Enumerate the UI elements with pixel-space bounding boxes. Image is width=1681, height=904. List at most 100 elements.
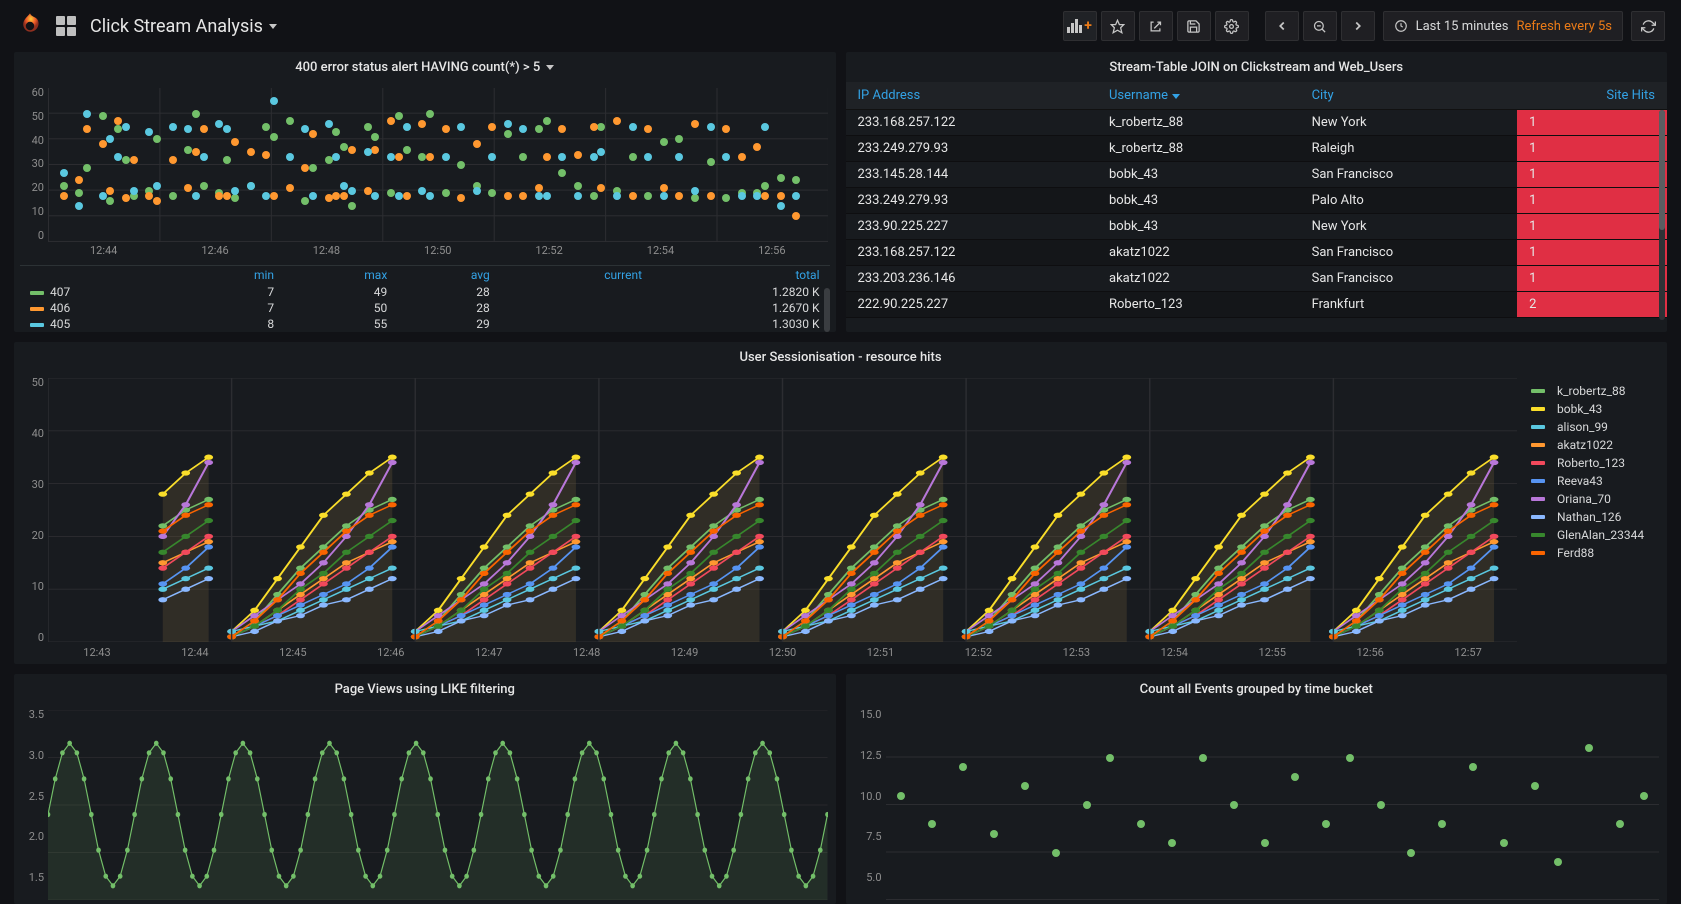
table-row[interactable]: 233.168.257.122akatz1022San Francisco1 <box>846 240 1668 266</box>
table-cell: 233.203.236.146 <box>846 266 1098 292</box>
legend-item[interactable]: Reeva43 <box>1531 474 1661 488</box>
legend-row[interactable]: 406750281.2670 K <box>20 300 830 316</box>
refresh-icon <box>1641 19 1656 34</box>
table-cell: bobk_43 <box>1097 162 1300 188</box>
grafana-logo[interactable] <box>16 12 44 40</box>
line-plot[interactable] <box>48 710 828 900</box>
table-cell: 1 <box>1517 240 1667 266</box>
panel-title[interactable]: User Sessionisation - resource hits <box>14 342 1667 372</box>
legend-item[interactable]: akatz1022 <box>1531 438 1661 452</box>
time-nav <box>1265 11 1375 41</box>
table-row[interactable]: 233.203.236.146akatz1022San Francisco1 <box>846 266 1668 292</box>
table-cell: k_robertz_88 <box>1097 136 1300 162</box>
panel-title[interactable]: Stream-Table JOIN on Clickstream and Web… <box>846 52 1668 82</box>
data-point <box>1322 820 1330 828</box>
data-point <box>777 192 785 200</box>
data-point <box>418 153 426 161</box>
table-row[interactable]: 233.145.28.144bobk_43San Francisco1 <box>846 162 1668 188</box>
data-point <box>122 156 130 164</box>
data-point <box>488 123 496 131</box>
data-point <box>590 153 598 161</box>
panel-title[interactable]: 400 error status alert HAVING count(*) >… <box>14 52 836 82</box>
legend-item[interactable]: Nathan_126 <box>1531 510 1661 524</box>
legend-item[interactable]: Ferd88 <box>1531 546 1661 560</box>
star-button[interactable] <box>1101 11 1135 41</box>
data-point <box>192 148 200 156</box>
data-point <box>418 120 426 128</box>
data-point <box>707 123 715 131</box>
panel-join-table: Stream-Table JOIN on Clickstream and Web… <box>846 52 1668 332</box>
table-cell: akatz1022 <box>1097 240 1300 266</box>
data-point <box>364 123 372 131</box>
column-header[interactable]: Username <box>1097 82 1300 110</box>
table-cell: 233.90.225.227 <box>846 214 1098 240</box>
data-point <box>99 192 107 200</box>
data-point <box>418 187 426 195</box>
table-cell: San Francisco <box>1300 240 1518 266</box>
data-point <box>597 148 605 156</box>
table-row[interactable]: 233.249.279.93k_robertz_88Raleigh1 <box>846 136 1668 162</box>
data-point <box>184 184 192 192</box>
legend-item[interactable]: Roberto_123 <box>1531 456 1661 470</box>
data-point <box>145 192 153 200</box>
data-point <box>364 148 372 156</box>
data-point <box>897 792 905 800</box>
data-point <box>707 158 715 166</box>
share-icon <box>1148 19 1163 34</box>
legend-item[interactable]: k_robertz_88 <box>1531 384 1661 398</box>
table-row[interactable]: 233.249.279.93bobk_43Palo Alto1 <box>846 188 1668 214</box>
time-forward-button[interactable] <box>1341 11 1375 41</box>
share-button[interactable] <box>1139 11 1173 41</box>
legend-item[interactable]: bobk_43 <box>1531 402 1661 416</box>
legend-item[interactable]: alison_99 <box>1531 420 1661 434</box>
chart-area[interactable]: 6050403020100 12:4412:4612:4812:5012:521… <box>14 82 836 262</box>
panel-title[interactable]: Page Views using LIKE filtering <box>14 674 836 704</box>
data-point <box>426 110 434 118</box>
data-point <box>691 194 699 202</box>
scatter-plot[interactable] <box>886 710 1660 900</box>
line-plot[interactable] <box>48 378 1517 642</box>
data-point <box>231 187 239 195</box>
legend-row[interactable]: 405855291.3030 K <box>20 316 830 332</box>
data-point <box>457 194 465 202</box>
column-header[interactable]: Site Hits <box>1517 82 1667 110</box>
data-point <box>1585 744 1593 752</box>
time-range-picker[interactable]: Last 15 minutes Refresh every 5s <box>1383 11 1623 41</box>
data-point <box>722 125 730 133</box>
dashboard-title[interactable]: Click Stream Analysis <box>90 16 277 37</box>
table-cell: 233.168.257.122 <box>846 240 1098 266</box>
data-point <box>691 120 699 128</box>
data-point <box>574 192 582 200</box>
table-cell: 233.249.279.93 <box>846 188 1098 214</box>
column-header[interactable]: City <box>1300 82 1518 110</box>
data-point <box>106 187 114 195</box>
panel-count-events: Count all Events grouped by time bucket … <box>846 674 1668 904</box>
column-header[interactable]: IP Address <box>846 82 1098 110</box>
save-button[interactable] <box>1177 11 1211 41</box>
panel-title[interactable]: Count all Events grouped by time bucket <box>846 674 1668 704</box>
data-point <box>301 197 309 205</box>
table-row[interactable]: 233.90.225.227bobk_43New York1 <box>846 214 1668 240</box>
data-point <box>270 97 278 105</box>
data-point <box>590 123 598 131</box>
data-point <box>60 169 68 177</box>
dashboards-icon[interactable] <box>56 16 76 36</box>
data-point <box>558 125 566 133</box>
table-row[interactable]: 222.90.225.227Roberto_123Frankfurt2 <box>846 292 1668 318</box>
refresh-button[interactable] <box>1631 11 1665 41</box>
data-point <box>792 176 800 184</box>
data-point <box>1438 820 1446 828</box>
data-point <box>504 130 512 138</box>
scrollbar[interactable] <box>824 288 830 332</box>
settings-button[interactable] <box>1215 11 1249 41</box>
add-panel-button[interactable]: + <box>1063 11 1097 41</box>
scrollbar[interactable] <box>1659 110 1665 320</box>
zoom-out-button[interactable] <box>1303 11 1337 41</box>
legend-row[interactable]: 407749281.2820 K <box>20 284 830 300</box>
data-point <box>792 212 800 220</box>
legend-item[interactable]: Oriana_70 <box>1531 492 1661 506</box>
time-back-button[interactable] <box>1265 11 1299 41</box>
legend-item[interactable]: GlenAlan_23344 <box>1531 528 1661 542</box>
data-point <box>504 192 512 200</box>
table-row[interactable]: 233.168.257.122k_robertz_88New York1 <box>846 110 1668 136</box>
